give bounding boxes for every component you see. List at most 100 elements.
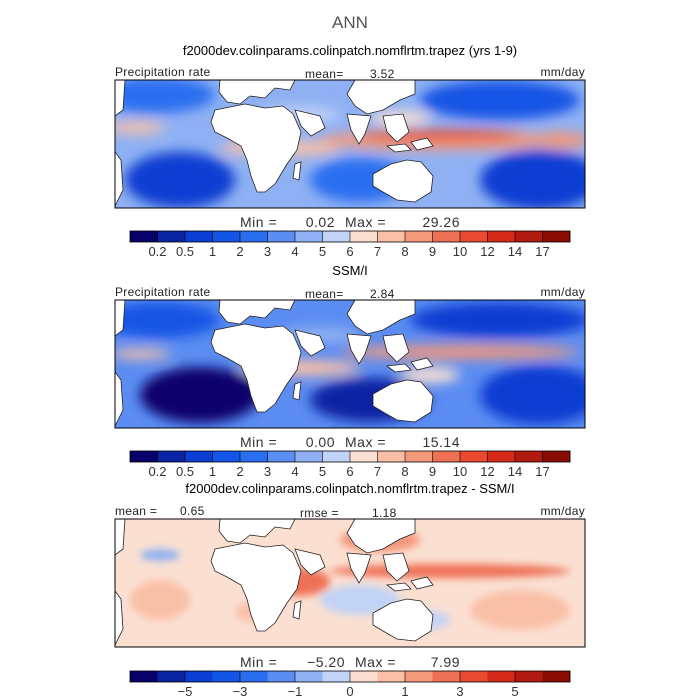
colorbar-tick-label: 12 xyxy=(480,244,494,259)
colorbar-swatch xyxy=(487,671,516,682)
colorbar-swatch xyxy=(460,671,488,682)
colorbar-tick-label: 2 xyxy=(236,464,243,479)
colorbar-tick-label: 1 xyxy=(209,244,216,259)
colorbar-swatch xyxy=(185,231,213,242)
colorbar-tick-label: 10 xyxy=(453,464,467,479)
colorbar-swatch xyxy=(350,231,378,242)
colorbar-swatch xyxy=(212,451,241,462)
mean-label: mean= xyxy=(305,287,344,301)
colorbar-swatch xyxy=(432,451,461,462)
colorbar-tick-label: 9 xyxy=(429,244,436,259)
colorbar-swatch xyxy=(185,451,213,462)
colorbar: 0.2 0.5 1 2 3 4 5 6 7 8 9 10 12 14 17 xyxy=(129,230,571,259)
min-label: Min = xyxy=(240,654,277,670)
colorbar-tick-label: 8 xyxy=(401,464,408,479)
units-label: mm/day xyxy=(541,285,585,299)
colorbar-swatch xyxy=(212,671,241,682)
colorbar-swatch xyxy=(240,671,268,682)
colorbar-swatch xyxy=(487,231,516,242)
colorbar-tick-label: 10 xyxy=(453,244,467,259)
max-value: 7.99 xyxy=(431,654,460,670)
colorbar-tick-label: 5 xyxy=(319,244,326,259)
colorbar-swatch xyxy=(432,671,461,682)
colorbar-tick-label: 2 xyxy=(236,244,243,259)
colorbar-swatch xyxy=(130,451,158,462)
colorbar-swatch xyxy=(295,671,323,682)
colorbar-swatch xyxy=(542,671,571,682)
colorbar-swatch xyxy=(322,671,351,682)
colorbar: 0.2 0.5 1 2 3 4 5 6 7 8 9 10 12 14 17 xyxy=(129,450,571,479)
colorbar-swatch xyxy=(267,671,296,682)
colorbar-swatch xyxy=(405,231,433,242)
mean-value: 3.52 xyxy=(370,67,395,81)
panel-subtitle: f2000dev.colinparams.colinpatch.nomflrtm… xyxy=(185,481,514,496)
colorbar-tick-label: 0.2 xyxy=(148,244,166,259)
colorbar-swatch xyxy=(542,231,571,242)
colorbar: −5 −3 −1 0 1 3 5 xyxy=(129,670,571,699)
max-label: Max = xyxy=(345,214,386,230)
colorbar-swatch xyxy=(130,671,158,682)
precip-map xyxy=(115,80,585,208)
units-label: mm/day xyxy=(541,65,585,79)
colorbar-swatch xyxy=(487,451,516,462)
min-value: 0.00 xyxy=(306,434,335,450)
colorbar-swatch xyxy=(240,451,268,462)
units-label: mm/day xyxy=(541,504,585,518)
colorbar-swatch xyxy=(515,671,543,682)
colorbar-tick-label: −3 xyxy=(233,684,248,699)
panel-model: f2000dev.colinparams.colinpatch.nomflrtm… xyxy=(114,43,586,259)
colorbar-swatch xyxy=(542,451,571,462)
figure-title: ANN xyxy=(332,13,368,32)
panel-subtitle: f2000dev.colinparams.colinpatch.nomflrtm… xyxy=(183,43,517,58)
colorbar-swatch xyxy=(377,451,406,462)
max-label: Max = xyxy=(355,654,396,670)
variable-label: Precipitation rate xyxy=(115,65,210,79)
colorbar-swatch xyxy=(377,671,406,682)
colorbar-tick-label: 1 xyxy=(209,464,216,479)
variable-label: Precipitation rate xyxy=(115,285,210,299)
colorbar-tick-label: −5 xyxy=(178,684,193,699)
colorbar-swatch xyxy=(185,671,213,682)
colorbar-swatch xyxy=(405,451,433,462)
colorbar-tick-label: 0.5 xyxy=(176,244,194,259)
colorbar-tick-label: 6 xyxy=(346,464,353,479)
colorbar-tick-label: 9 xyxy=(429,464,436,479)
mean-label: mean= xyxy=(305,67,344,81)
colorbar-tick-label: 7 xyxy=(374,464,381,479)
max-value: 29.26 xyxy=(422,214,460,230)
colorbar-tick-label: 14 xyxy=(508,244,522,259)
colorbar-tick-label: 14 xyxy=(508,464,522,479)
colorbar-swatch xyxy=(295,451,323,462)
min-label: Min = xyxy=(240,214,277,230)
rmse-value: 1.18 xyxy=(372,506,397,520)
mean-value: 0.65 xyxy=(180,504,205,518)
colorbar-swatch xyxy=(460,451,488,462)
colorbar-tick-label: 1 xyxy=(401,684,408,699)
max-label: Max = xyxy=(345,434,386,450)
colorbar-swatch xyxy=(130,231,158,242)
colorbar-tick-label: 12 xyxy=(480,464,494,479)
precip-map xyxy=(115,300,585,428)
min-value: 0.02 xyxy=(306,214,335,230)
colorbar-swatch xyxy=(515,231,543,242)
min-value: −5.20 xyxy=(307,654,345,670)
mean-label: mean = xyxy=(115,504,157,518)
colorbar-tick-label: 8 xyxy=(401,244,408,259)
colorbar-tick-label: 17 xyxy=(535,464,549,479)
colorbar-tick-label: 0.5 xyxy=(176,464,194,479)
colorbar-tick-label: 0.2 xyxy=(148,464,166,479)
colorbar-tick-label: 7 xyxy=(374,244,381,259)
colorbar-swatch xyxy=(267,231,296,242)
colorbar-swatch xyxy=(350,671,378,682)
colorbar-swatch xyxy=(240,231,268,242)
colorbar-swatch xyxy=(350,451,378,462)
panel-obs: SSM/I Precipitation rate mean= 2.84 mm/d… xyxy=(114,263,586,479)
colorbar-swatch xyxy=(157,451,186,462)
colorbar-swatch xyxy=(377,231,406,242)
colorbar-swatch xyxy=(212,231,241,242)
colorbar-tick-label: 4 xyxy=(291,464,298,479)
colorbar-swatch xyxy=(157,231,186,242)
colorbar-swatch xyxy=(432,231,461,242)
colorbar-tick-label: 5 xyxy=(511,684,518,699)
colorbar-swatch xyxy=(322,451,351,462)
